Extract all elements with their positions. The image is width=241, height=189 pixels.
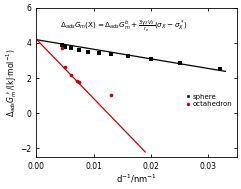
Point <box>149 57 153 60</box>
Point <box>86 50 90 53</box>
Point <box>109 93 113 96</box>
Point <box>69 47 73 50</box>
Legend: sphere, octahedron: sphere, octahedron <box>185 92 233 108</box>
Point <box>126 55 130 58</box>
Point <box>60 46 64 49</box>
Point <box>109 53 113 56</box>
Point <box>63 46 67 49</box>
Point <box>69 73 73 76</box>
Point <box>77 80 81 83</box>
Point <box>218 67 221 70</box>
Point <box>63 66 67 69</box>
Point <box>77 49 81 52</box>
Point <box>98 52 101 55</box>
Y-axis label: $\Delta_{ads}G_m^\circ$/(kJ·mol$^{-1}$): $\Delta_{ads}G_m^\circ$/(kJ·mol$^{-1}$) <box>4 48 19 117</box>
Point <box>178 61 181 64</box>
Point <box>75 79 79 82</box>
Point <box>60 44 64 47</box>
Text: $\Delta_{ads}G_m(\mathrm{X}) = \Delta_{ads}G_m^b + \frac{3\gamma_X V_X}{r_e}(\si: $\Delta_{ads}G_m(\mathrm{X}) = \Delta_{a… <box>60 18 188 34</box>
X-axis label: d$^{-1}$/nm$^{-1}$: d$^{-1}$/nm$^{-1}$ <box>116 172 157 185</box>
